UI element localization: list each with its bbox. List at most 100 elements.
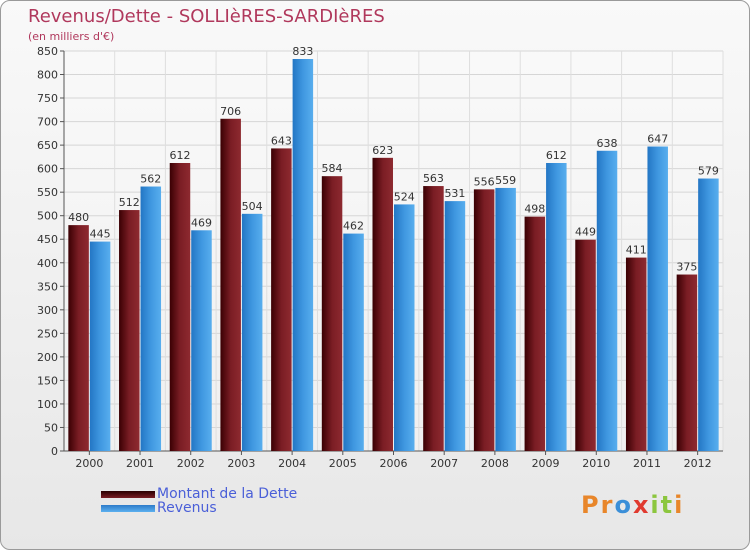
logo-letter: r — [600, 491, 615, 519]
data-label-dette: 556 — [474, 175, 495, 188]
bar-dette — [372, 157, 393, 451]
chart-legend: Montant de la Dette Revenus — [101, 486, 298, 516]
data-label-revenus: 562 — [140, 173, 161, 186]
bar-revenus — [292, 59, 314, 451]
data-label-dette: 563 — [423, 172, 444, 185]
x-tick-label: 2006 — [380, 457, 408, 470]
bar-revenus — [698, 178, 719, 451]
bar-dette — [119, 210, 140, 451]
data-label-dette: 512 — [119, 196, 140, 209]
bar-revenus — [444, 201, 466, 451]
y-tick-label: 650 — [37, 139, 58, 152]
bar-revenus — [546, 163, 567, 451]
data-label-dette: 449 — [575, 226, 596, 239]
plot-area — [64, 51, 723, 451]
x-tick-label: 2012 — [684, 457, 712, 470]
bar-revenus — [343, 233, 364, 451]
y-tick-label: 850 — [37, 45, 58, 58]
data-label-revenus: 531 — [444, 187, 465, 200]
y-tick-label: 250 — [37, 327, 58, 340]
x-tick-label: 2003 — [227, 457, 255, 470]
bar-dette — [575, 239, 596, 451]
bar-dette — [676, 274, 698, 451]
bar-revenus — [596, 150, 618, 451]
y-tick-label: 300 — [37, 304, 58, 317]
bar-dette — [321, 176, 343, 452]
logo-letter: i — [650, 491, 661, 519]
data-label-dette: 480 — [68, 211, 89, 224]
data-label-dette: 498 — [524, 203, 545, 216]
legend-item-revenus: Revenus — [101, 500, 297, 516]
bar-dette — [625, 257, 647, 451]
y-tick-label: 700 — [37, 116, 58, 129]
data-label-dette: 375 — [676, 261, 697, 274]
data-label-revenus: 559 — [495, 174, 516, 187]
bar-revenus — [140, 186, 162, 451]
data-label-revenus: 647 — [647, 133, 668, 146]
data-label-revenus: 469 — [191, 216, 212, 229]
data-label-revenus: 612 — [546, 149, 567, 162]
x-tick-label: 2004 — [278, 457, 306, 470]
bar-revenus — [191, 230, 212, 451]
data-label-dette: 584 — [322, 162, 343, 175]
bar-dette — [473, 189, 495, 451]
logo-letter: P — [581, 491, 601, 519]
bar-revenus — [647, 146, 668, 451]
legend-label-revenus: Revenus — [157, 500, 217, 516]
x-tick-label: 2002 — [177, 457, 205, 470]
legend-item-dette: Montant de la Dette — [101, 486, 298, 502]
bar-dette — [271, 148, 292, 452]
bar-dette — [169, 163, 191, 451]
y-tick-label: 400 — [37, 257, 58, 270]
bar-dette — [423, 186, 444, 451]
y-tick-label: 750 — [37, 92, 58, 105]
data-label-revenus: 524 — [394, 190, 415, 203]
proxiti-logo: Proxiti — [581, 491, 684, 519]
bar-dette — [220, 118, 241, 451]
y-tick-label: 100 — [37, 398, 58, 411]
legend-swatch-dette — [101, 490, 155, 498]
y-tick-label: 550 — [37, 186, 58, 199]
data-label-dette: 411 — [626, 244, 647, 257]
bar-dette — [524, 216, 546, 451]
y-tick-label: 350 — [37, 280, 58, 293]
x-tick-label: 2007 — [430, 457, 458, 470]
chart-title: Revenus/Dette - SOLLIèRES-SARDIèRES — [28, 6, 385, 27]
data-label-revenus: 579 — [698, 165, 719, 178]
data-label-revenus: 504 — [242, 200, 263, 213]
y-tick-label: 450 — [37, 233, 58, 246]
data-label-revenus: 462 — [343, 220, 364, 233]
bar-revenus — [89, 241, 111, 451]
data-label-revenus: 638 — [597, 137, 618, 150]
data-label-dette: 643 — [271, 134, 292, 147]
x-tick-label: 2011 — [633, 457, 661, 470]
data-label-dette: 623 — [372, 144, 393, 157]
y-tick-label: 600 — [37, 163, 58, 176]
y-tick-label: 500 — [37, 210, 58, 223]
x-tick-label: 2005 — [329, 457, 357, 470]
bar-dette — [68, 225, 89, 451]
data-label-dette: 706 — [220, 105, 241, 118]
y-tick-label: 0 — [51, 445, 58, 458]
logo-letter: i — [674, 491, 685, 519]
x-tick-label: 2000 — [75, 457, 103, 470]
x-tick-label: 2010 — [582, 457, 610, 470]
bar-revenus — [495, 187, 516, 452]
y-tick-label: 150 — [37, 374, 58, 387]
logo-letter: t — [660, 491, 675, 519]
chart-subtitle: (en milliers d'€) — [28, 30, 115, 43]
data-label-dette: 612 — [169, 149, 190, 162]
y-tick-label: 200 — [37, 351, 58, 364]
y-tick-label: 50 — [44, 421, 58, 434]
legend-label-dette: Montant de la Dette — [157, 486, 298, 502]
data-label-revenus: 445 — [90, 228, 111, 241]
x-tick-label: 2001 — [126, 457, 154, 470]
y-tick-label: 800 — [37, 69, 58, 82]
bar-revenus — [394, 204, 415, 451]
logo-letter: o — [614, 491, 633, 519]
data-label-revenus: 833 — [292, 45, 313, 58]
x-tick-label: 2009 — [532, 457, 560, 470]
x-tick-label: 2008 — [481, 457, 509, 470]
